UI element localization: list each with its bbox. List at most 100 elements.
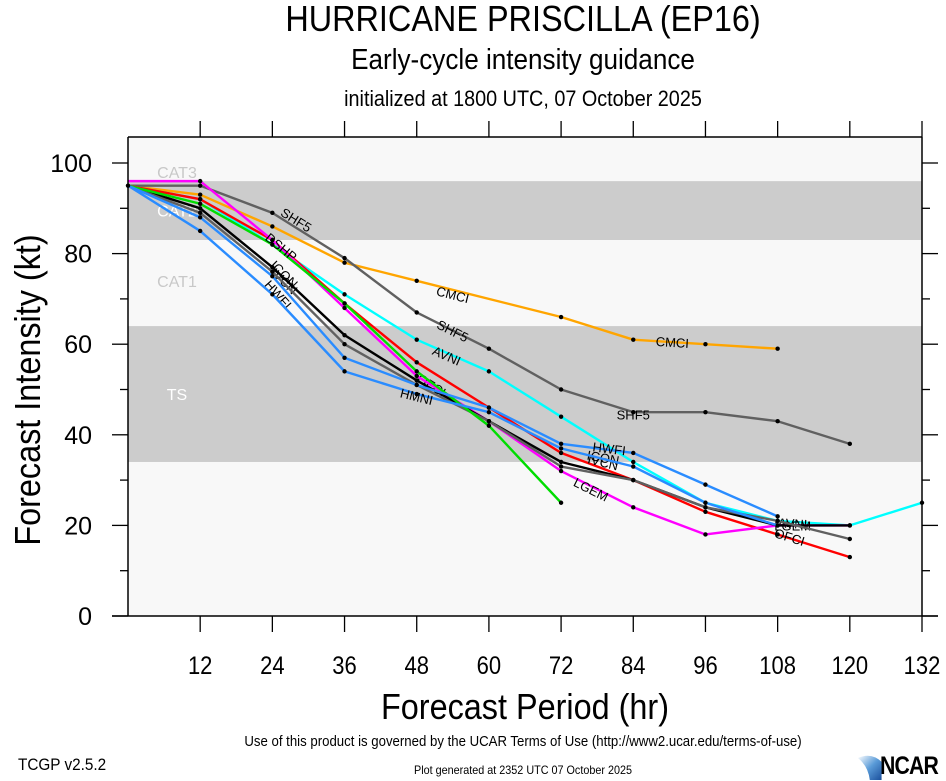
data-point [847,536,853,542]
data-point [631,409,636,415]
x-axis-label: Forecast Period (hr) [381,687,669,727]
data-point [558,459,564,465]
data-point [414,382,419,388]
band-label: CAT1 [157,274,197,291]
data-point [197,197,203,202]
data-point [414,360,419,365]
data-point [414,278,419,283]
series-line [127,184,779,518]
data-point [414,337,419,342]
data-point [486,423,492,428]
data-point [703,505,708,510]
y-tick-label: 60 [64,331,92,359]
ncar-logo-text: NCAR [880,752,939,780]
data-point [558,464,564,469]
ncar-swoosh-icon [857,755,882,780]
data-point [631,337,636,342]
data-point [775,514,780,519]
y-tick-label: 40 [64,422,92,450]
data-point [558,314,564,320]
x-tick-label: 132 [904,652,941,680]
y-tick-label: 20 [64,512,92,540]
data-point [197,178,203,184]
y-tick-label: 80 [64,241,92,269]
x-tick-label: 48 [404,652,428,680]
data-point [558,441,564,447]
x-tick-label: 84 [621,652,645,680]
data-point [197,228,203,234]
data-point [342,355,347,360]
x-tick-label: 60 [477,652,501,680]
x-tick-label: 24 [260,652,284,680]
data-point [631,459,636,465]
data-point [270,269,275,274]
data-point [631,477,636,483]
data-point [631,505,636,510]
data-point [558,446,564,451]
y-axis-label: Forecast Intensity (kt) [8,234,48,545]
data-point [703,342,708,347]
data-point [197,192,203,197]
data-point [847,523,853,528]
data-point [703,409,708,415]
data-point [270,292,275,297]
data-point [197,210,203,216]
data-point [342,305,347,311]
data-point [775,523,780,528]
x-tick-label: 108 [759,652,796,680]
data-point [486,405,492,410]
series-line [127,184,778,527]
data-point [775,518,780,524]
band-label: CAT3 [157,165,197,182]
band-cat1 [128,240,922,327]
data-point [703,532,708,537]
data-point [558,387,564,392]
y-tick-label: 0 [78,603,92,631]
chart-init-time: initialized at 1800 UTC, 07 October 2025 [344,86,702,111]
generated-timestamp: Plot generated at 2352 UTC 07 October 20… [414,763,632,777]
data-point [775,419,780,424]
data-point [414,369,419,374]
data-point [775,346,780,351]
data-point [197,183,203,188]
axes: 12 24 36 48 60 72 84 96 108 120 132 0 20 40 60 80 100 [50,121,940,679]
data-point [703,500,708,505]
x-tick-label: 36 [332,652,356,680]
data-point [342,369,347,374]
data-point [486,409,492,415]
data-point [270,242,275,247]
data-point [775,532,780,537]
data-point [270,210,275,216]
band-label: TS [167,387,187,404]
data-point [342,260,347,265]
data-point [270,237,275,243]
chart-subtitle: Early-cycle intensity guidance [351,44,695,76]
chart-title: HURRICANE PRISCILLA (EP16) [285,0,761,39]
data-point [486,419,492,424]
data-point [486,369,492,374]
data-point [342,255,347,261]
data-point [414,373,419,379]
terms-of-use-notice: Use of this product is governed by the U… [244,733,802,750]
data-point [847,441,853,447]
data-point [486,346,492,351]
ncar-logo: NCAR [857,752,939,781]
data-point [631,464,636,469]
data-point [703,509,708,515]
band-cat3 [128,137,922,182]
data-point [342,292,347,297]
data-point [342,332,347,338]
series-label: CMCI [655,334,689,351]
x-tick-label: 72 [549,652,573,680]
data-point [197,201,203,206]
y-tick-label: 100 [50,150,92,178]
series-label: HWFI [592,439,627,458]
version-label: TCGP v2.5.2 [18,755,107,774]
x-tick-label: 12 [188,652,212,680]
data-point [631,450,636,456]
data-point [558,500,564,505]
data-point [558,450,564,456]
x-tick-label: 120 [831,652,868,680]
